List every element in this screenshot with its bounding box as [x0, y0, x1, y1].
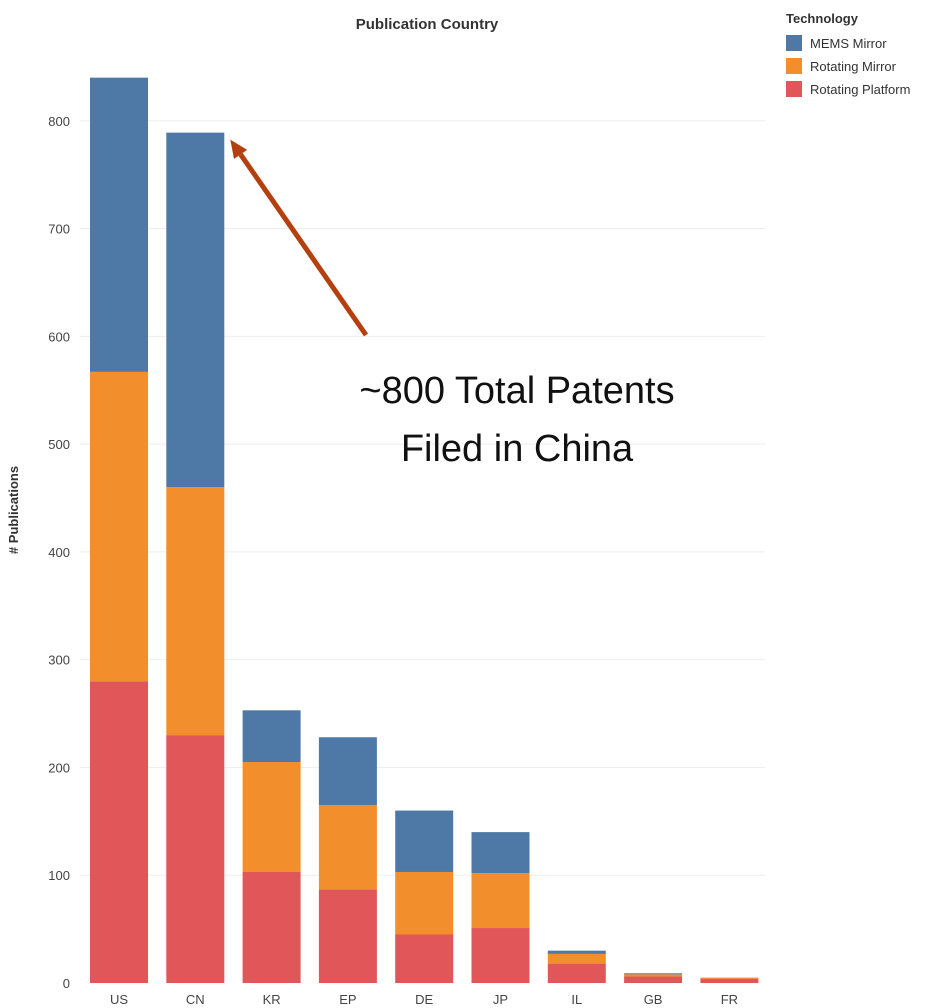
bar-segment: [700, 977, 759, 979]
x-tick-label: IL: [571, 992, 582, 1007]
bars: [90, 77, 759, 983]
bar-segment: [166, 132, 225, 488]
bar-segment: [90, 681, 148, 983]
y-tick-label: 200: [48, 760, 70, 775]
chart-title: Publication Country: [356, 16, 499, 33]
bar-segment: [624, 976, 683, 983]
y-tick-label: 0: [63, 976, 70, 991]
bar-segment: [318, 805, 377, 890]
bar-segment: [395, 810, 454, 872]
bar-segment: [166, 735, 225, 983]
annotation: ~800 Total Patents Filed in China: [230, 139, 675, 470]
legend: Technology MEMS Mirror Rotating Mirror Rot…: [786, 11, 910, 97]
y-tick-label: 100: [48, 868, 70, 883]
y-tick-label: 400: [48, 545, 70, 560]
bar-segment: [547, 963, 606, 983]
legend-swatch: [786, 58, 802, 74]
x-tick-label: EP: [339, 992, 356, 1007]
x-tick-label: DE: [415, 992, 433, 1007]
bar-segment: [471, 873, 530, 929]
bar-segment: [547, 950, 606, 954]
x-tick-label: FR: [721, 992, 738, 1007]
legend-entry: Rotating Mirror: [810, 59, 897, 74]
bar-segment: [90, 371, 148, 682]
annotation-line-1: ~800 Total Patents: [359, 370, 674, 412]
legend-swatch: [786, 81, 802, 97]
y-tick-label: 800: [48, 114, 70, 129]
x-tick-label: KR: [263, 992, 281, 1007]
bar-segment: [318, 737, 377, 806]
bar-segment: [547, 953, 606, 964]
bar-segment: [395, 934, 454, 983]
x-tick-label: GB: [644, 992, 663, 1007]
bar-segment: [242, 710, 301, 763]
bar-segment: [471, 832, 530, 874]
y-tick-label: 700: [48, 222, 70, 237]
x-tick-label: JP: [493, 992, 508, 1007]
legend-entry: MEMS Mirror: [810, 36, 887, 51]
y-tick-label: 600: [48, 329, 70, 344]
bar-segment: [242, 871, 301, 983]
y-axis-label: # Publications: [6, 466, 21, 554]
bar-segment: [700, 978, 759, 983]
bar-segment: [395, 871, 454, 935]
x-axis-ticks: US CN KR EP DE JP IL GB FR: [110, 992, 738, 1007]
bar-segment: [242, 762, 301, 872]
legend-swatch: [786, 35, 802, 51]
annotation-arrow: [238, 152, 369, 337]
bar-segment: [624, 974, 683, 977]
bar-segment: [166, 487, 225, 736]
x-tick-label: US: [110, 992, 128, 1007]
bar-segment: [471, 928, 530, 983]
bar-segment: [90, 77, 148, 372]
legend-title: Technology: [786, 11, 859, 26]
y-axis-ticks: 0 100 200 300 400 500 600 700 800: [48, 114, 70, 991]
annotation-arrow-head: [230, 139, 248, 159]
annotation-line-2: Filed in China: [401, 428, 634, 470]
bar-segment: [318, 889, 377, 983]
legend-entry: Rotating Platform: [810, 82, 910, 97]
y-tick-label: 300: [48, 653, 70, 668]
x-tick-label: CN: [186, 992, 205, 1007]
bar-segment: [624, 973, 683, 975]
y-tick-label: 500: [48, 437, 70, 452]
